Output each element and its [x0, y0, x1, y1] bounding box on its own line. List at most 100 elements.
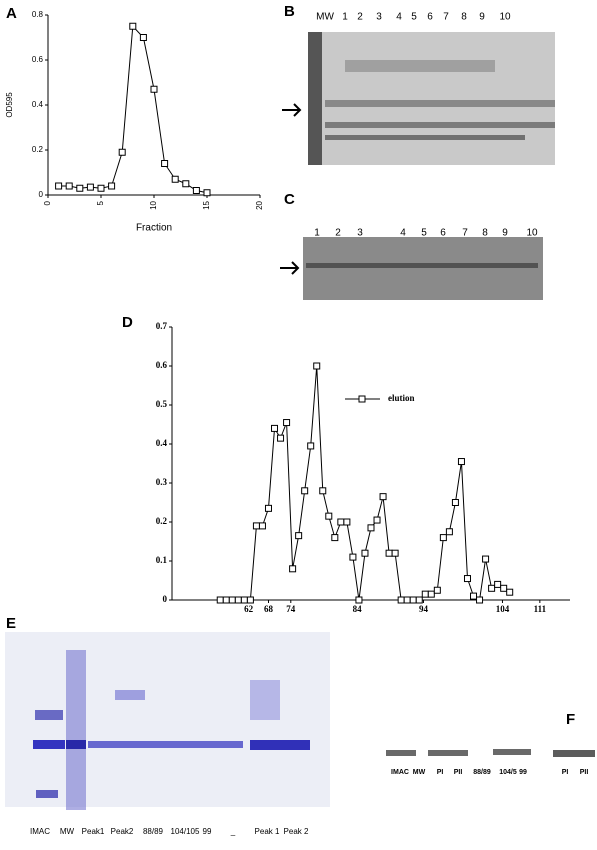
lane-label: 5: [411, 12, 417, 23]
y-tick-label: 0.5: [156, 399, 168, 409]
point: [409, 596, 417, 604]
x-tick-label: 104: [496, 604, 510, 614]
lane-label: 4: [400, 228, 406, 239]
lane-label: MW: [60, 827, 75, 836]
lane-label: 2: [357, 12, 363, 23]
lane-label: 9: [502, 228, 508, 239]
lane-label: 7: [443, 12, 449, 23]
y-tick-label: 0: [39, 190, 44, 199]
lane-label: 1: [314, 228, 320, 239]
point: [476, 596, 484, 604]
point: [240, 596, 248, 604]
lane-label: 3: [376, 12, 382, 23]
lane-label: 1: [342, 12, 348, 23]
lane-label: MW: [316, 12, 334, 23]
point: [421, 590, 429, 598]
point: [349, 553, 357, 561]
lane-label: IMAC: [30, 827, 50, 836]
point: [258, 522, 266, 530]
lane-label: 99: [203, 827, 212, 836]
point: [433, 586, 441, 594]
y-axis-label: OD595: [5, 92, 14, 118]
panel-label: A: [6, 5, 17, 22]
point: [506, 588, 514, 596]
point: [222, 596, 230, 604]
lane-label: 8: [461, 12, 467, 23]
point: [488, 584, 496, 592]
point: [277, 434, 285, 442]
point: [331, 534, 339, 542]
lane-label: PI: [437, 769, 444, 776]
point: [289, 565, 297, 573]
point: [319, 487, 327, 495]
lane-label: 6: [440, 228, 446, 239]
y-tick-label: 0: [163, 594, 168, 604]
point: [76, 184, 84, 192]
lane-label: 10: [526, 228, 538, 239]
y-tick-label: 0.4: [32, 100, 44, 109]
point: [403, 596, 411, 604]
panel-label: C: [284, 191, 295, 208]
lane-label: 8: [482, 228, 488, 239]
point: [271, 424, 279, 432]
panel-label: E: [6, 615, 16, 632]
lane-label: 10: [499, 12, 511, 23]
lane-label: 6: [427, 12, 433, 23]
point: [463, 575, 471, 583]
point: [500, 584, 508, 592]
lane-label: 4: [396, 12, 402, 23]
point: [445, 528, 453, 536]
point: [494, 580, 502, 588]
point: [397, 596, 405, 604]
point: [367, 524, 375, 532]
x-tick-label: 111: [534, 604, 547, 614]
point: [457, 458, 465, 466]
point: [415, 596, 423, 604]
point: [373, 516, 381, 524]
gel-b: [282, 32, 555, 165]
point: [97, 184, 105, 192]
point: [355, 596, 363, 604]
point: [343, 518, 351, 526]
point: [150, 85, 158, 93]
point: [313, 362, 321, 370]
point: [295, 532, 303, 540]
lane-label: PII: [454, 769, 463, 776]
point: [470, 592, 478, 600]
point: [86, 183, 94, 191]
point: [246, 596, 254, 604]
point: [307, 442, 315, 450]
gel-c: [280, 237, 543, 300]
x-axis-label: Fraction: [136, 223, 172, 234]
lane-label: 7: [462, 228, 468, 239]
x-tick-label: 62: [244, 604, 254, 614]
y-tick-label: 0.4: [156, 438, 168, 448]
lane-label: Peak2: [111, 827, 134, 836]
panel-label: F: [566, 711, 575, 728]
lane-label: 3: [357, 228, 363, 239]
y-tick-label: 0.6: [156, 360, 168, 370]
point: [118, 148, 126, 156]
lane-label: PII: [580, 769, 589, 776]
point: [203, 189, 211, 197]
point: [325, 512, 333, 520]
lane-label: 2: [335, 228, 341, 239]
point: [161, 160, 169, 167]
point: [301, 487, 309, 495]
lane-label: 5: [421, 228, 427, 239]
lane-label: 104/5: [499, 769, 517, 776]
x-tick-label: 15: [202, 200, 211, 209]
y-tick-label: 0.7: [156, 321, 168, 331]
lane-label: PI: [562, 769, 569, 776]
x-tick-label: 74: [286, 604, 296, 614]
point: [234, 596, 242, 604]
lane-label: Peak 1: [255, 827, 280, 836]
point: [171, 175, 179, 183]
point: [65, 182, 73, 190]
point: [192, 187, 200, 194]
x-tick-label: 20: [255, 200, 264, 209]
line: [58, 25, 208, 194]
lane-label: Peak1: [82, 827, 105, 836]
legend-label: elution: [388, 393, 415, 403]
